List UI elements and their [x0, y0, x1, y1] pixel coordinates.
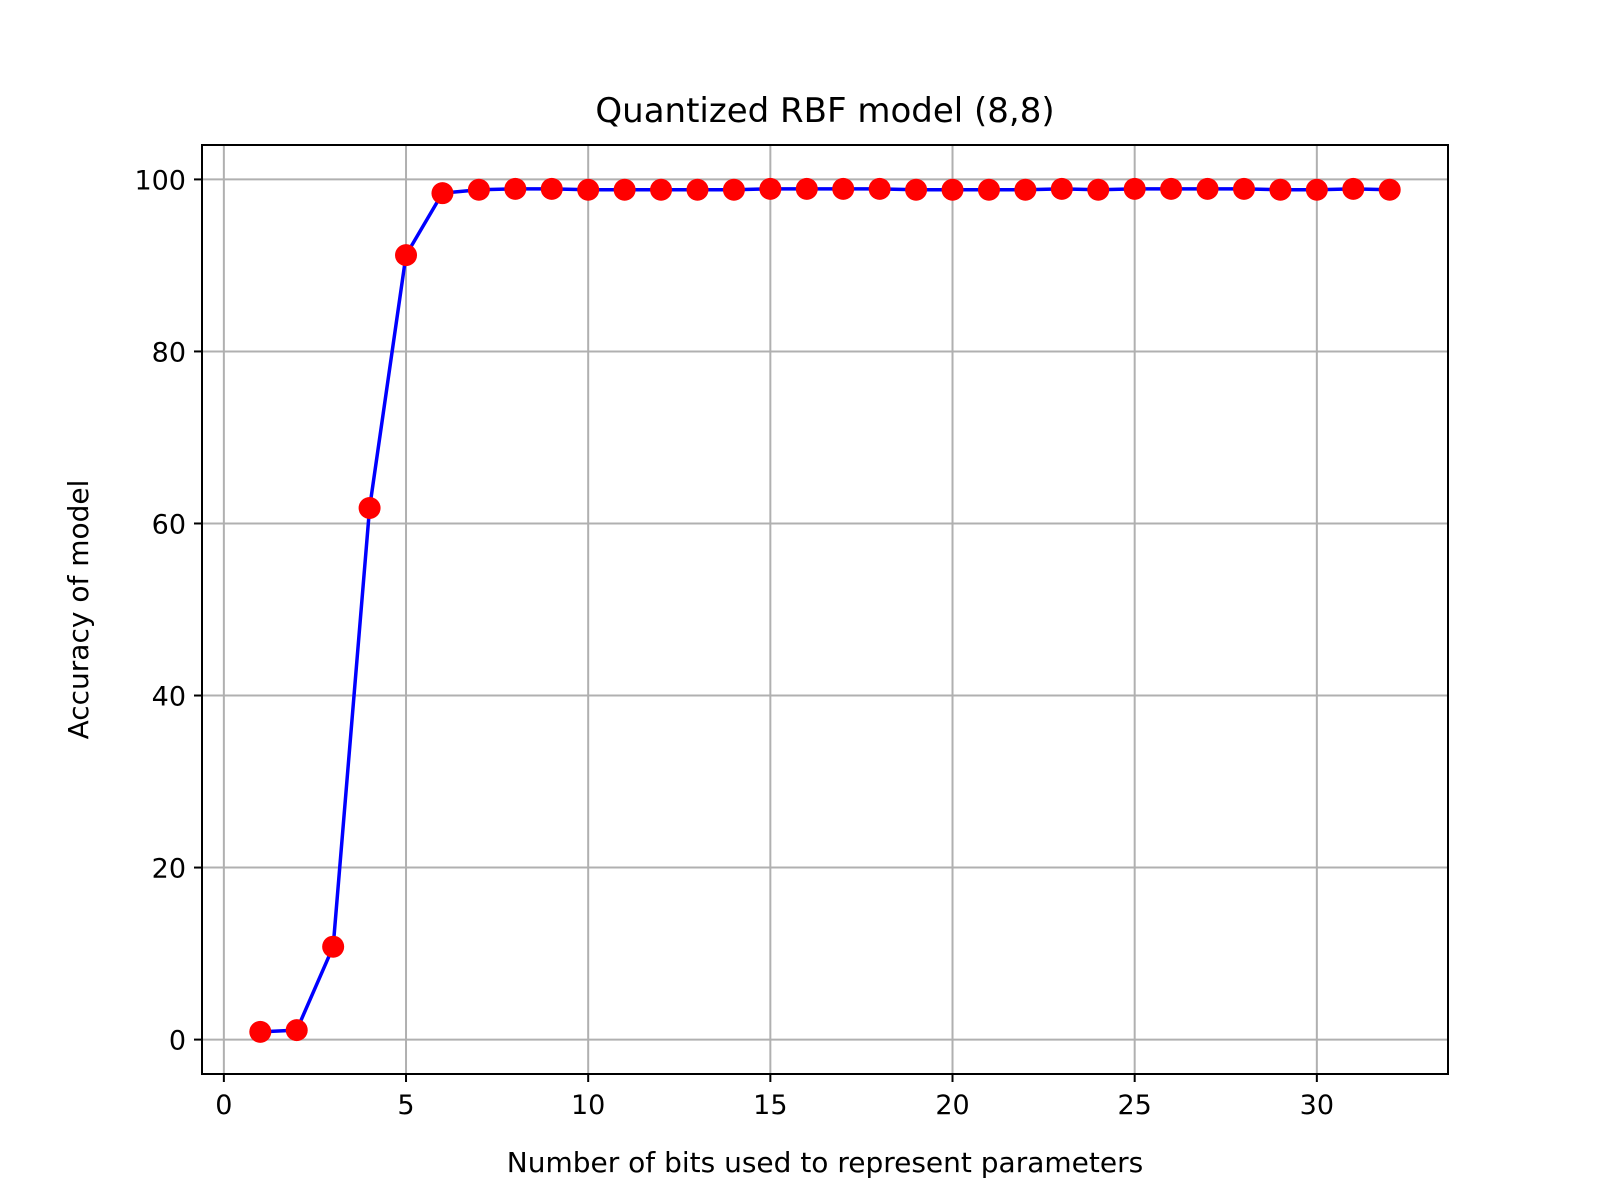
data-point — [1196, 177, 1219, 200]
x-tick-label: 5 — [397, 1090, 414, 1121]
data-point — [686, 178, 709, 201]
data-point — [650, 178, 673, 201]
data-point — [540, 177, 563, 200]
y-tick-label: 60 — [152, 509, 186, 540]
y-tick-label: 40 — [152, 682, 186, 713]
data-point — [1342, 177, 1365, 200]
data-point — [1123, 177, 1146, 200]
data-point — [431, 182, 454, 205]
y-axis-label: Accuracy of model — [62, 480, 95, 740]
data-point — [868, 177, 891, 200]
data-point — [1378, 178, 1401, 201]
tick-layer: 0 5 10 15 20 25 30 0 20 40 60 80 100 — [134, 165, 1334, 1121]
data-point — [1232, 177, 1255, 200]
data-point — [613, 178, 636, 201]
data-point — [249, 1020, 272, 1043]
data-point — [977, 178, 1000, 201]
chart-title: Quantized RBF model (8,8) — [595, 91, 1054, 131]
x-tick-label: 20 — [935, 1090, 969, 1121]
data-point — [285, 1019, 308, 1042]
data-point — [832, 177, 855, 200]
y-tick-label: 0 — [169, 1026, 186, 1057]
x-tick-label: 15 — [753, 1090, 787, 1121]
x-tick-label: 10 — [571, 1090, 605, 1121]
data-point — [395, 244, 418, 267]
plot-frame — [201, 144, 1449, 1075]
grid-layer — [202, 145, 1448, 1074]
y-tick-label: 20 — [152, 854, 186, 885]
data-point — [1305, 178, 1328, 201]
x-axis-label: Number of bits used to represent paramet… — [507, 1146, 1143, 1179]
y-tick-label: 100 — [134, 165, 186, 196]
data-point — [577, 178, 600, 201]
data-point — [941, 178, 964, 201]
data-point — [1269, 178, 1292, 201]
data-point — [722, 178, 745, 201]
data-point — [1014, 178, 1037, 201]
line-layer — [260, 187, 1390, 1034]
x-tick-label: 25 — [1117, 1090, 1151, 1121]
data-point — [504, 177, 527, 200]
data-point — [358, 496, 381, 519]
data-point — [467, 178, 490, 201]
data-point — [759, 177, 782, 200]
series-line — [260, 187, 1390, 1034]
data-point — [795, 177, 818, 200]
marker-layer — [249, 177, 1401, 1043]
data-point — [1160, 177, 1183, 200]
x-tick-label: 30 — [1300, 1090, 1334, 1121]
data-point — [1050, 177, 1073, 200]
x-tick-label: 0 — [215, 1090, 232, 1121]
data-point — [322, 935, 345, 958]
data-point — [905, 178, 928, 201]
y-tick-label: 80 — [152, 337, 186, 368]
data-point — [1087, 178, 1110, 201]
